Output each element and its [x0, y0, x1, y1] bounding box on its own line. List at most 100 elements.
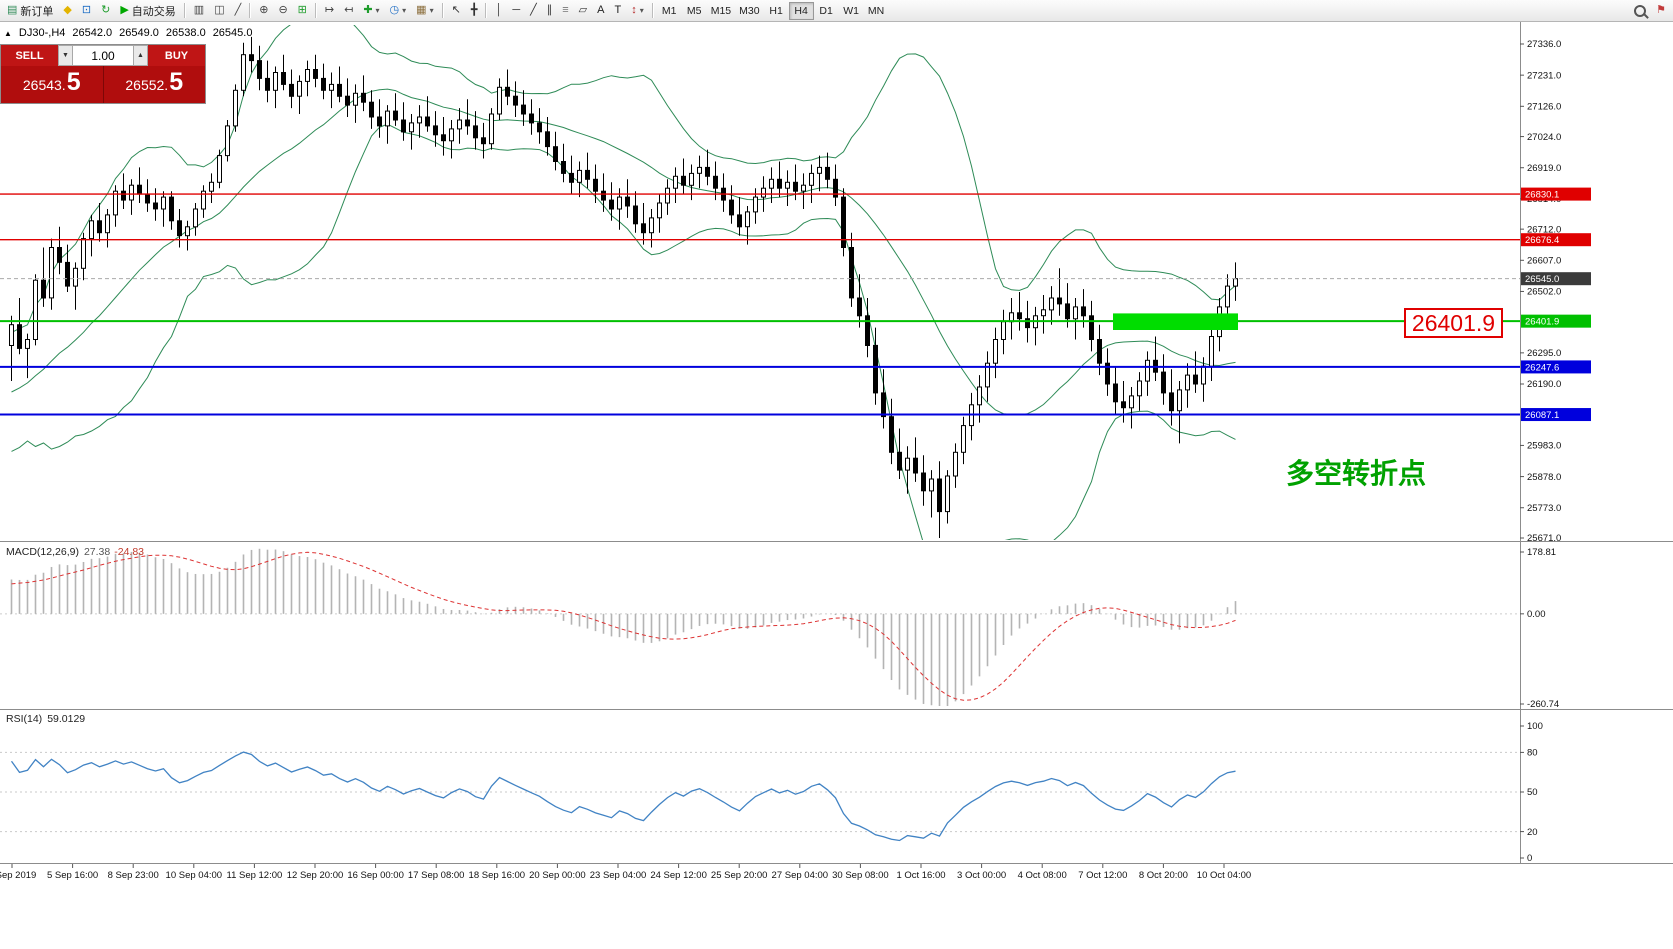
toolbar-separator — [314, 3, 317, 18]
timeframe-h1-button[interactable]: H1 — [764, 2, 789, 20]
price-tag — [1521, 187, 1591, 201]
symbol-period-label: DJ30-,H4 — [18, 27, 66, 39]
rsi-name: RSI(14) — [6, 713, 43, 725]
timeframe-m1-button[interactable]: M1 — [657, 2, 682, 20]
time-axis-label: 3 Oct 00:00 — [957, 870, 1006, 881]
terminal-button[interactable]: ⊡ — [77, 1, 96, 20]
bars-icon: ▥ — [193, 4, 205, 16]
timeframe-m5-button[interactable]: M5 — [682, 2, 707, 20]
sell-price-pips: 5 — [66, 68, 81, 96]
sell-price-button[interactable]: 26543. 5 — [1, 66, 104, 103]
rsi-line — [10, 751, 1236, 842]
timeframe-h4-button[interactable]: H4 — [788, 1, 814, 20]
price-callout-label[interactable]: 26401.9 — [1404, 308, 1503, 338]
text-tool-button[interactable]: A — [592, 1, 609, 20]
rsi-indicator-label: RSI(14) 59.0129 — [6, 713, 85, 725]
panel-separators — [0, 22, 1673, 864]
metaeditor-button[interactable]: ◆ — [58, 1, 76, 20]
candles-icon: ◫ — [214, 4, 225, 16]
highlight-rectangle[interactable] — [1113, 313, 1238, 330]
strategy-tester-button[interactable]: ↻ — [96, 1, 115, 20]
time-axis-label: 12 Sep 20:00 — [287, 870, 344, 881]
time-axis-label: 18 Sep 16:00 — [469, 870, 526, 881]
auto-trading-button[interactable]: ▶ 自动交易 — [115, 1, 180, 20]
timeframe-w1-button[interactable]: W1 — [839, 2, 864, 20]
cursor-button[interactable]: ↖ — [447, 1, 466, 20]
price-tag — [1521, 408, 1591, 422]
auto-trading-label: 自动交易 — [131, 5, 176, 18]
fibonacci-tool-button[interactable]: ≡ — [557, 1, 573, 20]
price-tick-label: 25983.0 — [1527, 441, 1561, 452]
bollinger-middle-band — [11, 88, 1236, 416]
price-tick-label: 26607.0 — [1527, 255, 1561, 266]
indicators-button[interactable]: ✚ ▾ — [358, 1, 384, 20]
macd-indicator-label: MACD(12,26,9) 27.38 -24.83 — [6, 546, 144, 558]
timeframe-toolbar: M1 M5 M15 M30 H1 H4 D1 W1 MN — [657, 1, 889, 20]
rsi-value: 59.0129 — [47, 713, 86, 725]
timeframe-mn-button[interactable]: MN — [864, 2, 889, 20]
label-tool-button[interactable]: T — [609, 1, 626, 20]
periods-button[interactable]: ◷ ▾ — [385, 1, 412, 20]
sell-button[interactable]: SELL — [1, 45, 58, 66]
caret-down-icon: ▾ — [639, 6, 644, 15]
auto-scroll-button[interactable]: ↦ — [320, 1, 339, 20]
diamond-icon: ◆ — [63, 4, 72, 16]
search-button[interactable] — [1629, 1, 1651, 20]
time-axis-label: 10 Sep 04:00 — [166, 870, 223, 881]
vertical-line-tool-button[interactable]: │ — [490, 1, 507, 20]
rsi-axis-label: 50 — [1527, 787, 1538, 798]
zoom-out-button[interactable]: ⊖ — [273, 1, 292, 20]
time-axis: 4 Sep 2019 5 Sep 16:00 8 Sep 23:00 10 Sep 0… — [0, 864, 1251, 881]
one-click-collapse-icon[interactable]: ▲ — [4, 28, 12, 38]
text-icon: A — [597, 4, 605, 16]
volume-input[interactable] — [73, 45, 133, 66]
time-axis-label: 16 Sep 00:00 — [347, 870, 404, 881]
annotation-text[interactable]: 多空转折点 — [1286, 458, 1427, 489]
volume-increase-button[interactable]: ▲ — [133, 45, 148, 66]
chart-shift-button[interactable]: ↤ — [339, 1, 358, 20]
time-axis-label: 25 Sep 20:00 — [711, 870, 768, 881]
time-axis-label: 10 Oct 04:00 — [1197, 870, 1251, 881]
horizontal-line-tool-button[interactable]: ─ — [507, 1, 525, 20]
rsi-axis-label: 0 — [1527, 853, 1532, 864]
time-axis-label: 20 Sep 00:00 — [529, 870, 586, 881]
channel-tool-button[interactable]: ∥ — [542, 1, 558, 20]
new-order-button[interactable]: ▤ 新订单 — [2, 1, 58, 20]
buy-price-main: 26552. — [125, 77, 169, 93]
order-sheet-icon: ▤ — [7, 4, 18, 16]
trendline-tool-button[interactable]: ╱ — [525, 1, 542, 20]
time-axis-label: 8 Sep 23:00 — [108, 870, 159, 881]
toolbar: ▤ 新订单 ◆ ⊡ ↻ ▶ 自动交易 ▥ ◫ ╱ ⊕ ⊖ ⊞ ↦ ↤ ✚ ▾ ◷ ▾ ▦ ▾ ↖ ╋ │ ─ ╱ ∥ ≡ ▱ A T ↕ ▾ M… — [0, 0, 1673, 22]
timeframe-m15-button[interactable]: M15 — [707, 2, 735, 20]
price-tag-label: 26087.1 — [1525, 410, 1559, 421]
volume-decrease-button[interactable]: ▼ — [58, 45, 73, 66]
zoom-in-button[interactable]: ⊕ — [254, 1, 273, 20]
bar-chart-mode-button[interactable]: ▥ — [189, 1, 209, 20]
toolbar-right-buttons: ⚑ — [1629, 1, 1671, 20]
macd-name: MACD(12,26,9) — [6, 546, 79, 558]
timeframe-d1-button[interactable]: D1 — [814, 2, 839, 20]
price-tag — [1521, 314, 1591, 328]
ohlc-close: 26545.0 — [212, 27, 253, 39]
price-tick-label: 27336.0 — [1527, 39, 1561, 50]
vertical-line-icon: │ — [495, 4, 503, 16]
rsi-axis-label: 100 — [1527, 721, 1543, 732]
templates-button[interactable]: ▦ ▾ — [411, 1, 438, 20]
price-tick-label: 27126.0 — [1527, 102, 1561, 113]
time-axis-label: 11 Sep 12:00 — [226, 870, 282, 881]
arrows-tool-button[interactable]: ↕ ▾ — [626, 1, 649, 20]
buy-button[interactable]: BUY — [148, 45, 205, 66]
buy-price-button[interactable]: 26552. 5 — [103, 66, 205, 103]
tile-windows-button[interactable]: ⊞ — [293, 1, 312, 20]
pointer-icon: ↖ — [451, 4, 461, 16]
crosshair-button[interactable]: ╋ — [466, 1, 483, 20]
flag-button[interactable]: ⚑ — [1651, 1, 1671, 20]
line-chart-mode-button[interactable]: ╱ — [230, 1, 247, 20]
toolbar-separator — [249, 3, 252, 18]
shapes-tool-button[interactable]: ▱ — [574, 1, 592, 20]
candle-chart-mode-button[interactable]: ◫ — [209, 1, 229, 20]
timeframe-m30-button[interactable]: M30 — [735, 2, 763, 20]
ohlc-high: 26549.0 — [119, 27, 159, 39]
caret-down-icon: ▾ — [402, 6, 407, 15]
